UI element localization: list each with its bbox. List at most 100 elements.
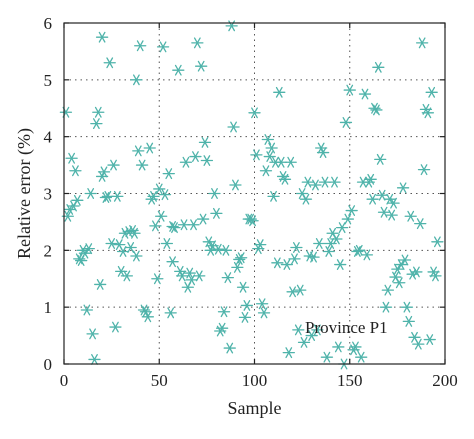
data-point-stroke — [420, 164, 428, 176]
data-point — [358, 88, 372, 100]
data-point — [156, 41, 170, 53]
data-point — [255, 298, 269, 310]
data-point — [261, 134, 274, 145]
data-point — [120, 270, 134, 282]
data-point-stroke — [239, 281, 247, 293]
data-point — [332, 341, 345, 353]
x-tick-label: 50 — [151, 371, 168, 390]
data-point-stroke — [91, 354, 98, 365]
data-point-stroke — [432, 270, 439, 282]
data-point-stroke — [197, 60, 205, 72]
data-point — [423, 334, 436, 345]
data-point-stroke — [361, 88, 369, 100]
data-point — [292, 324, 305, 336]
data-point — [425, 86, 438, 98]
x-tick-label: 150 — [337, 371, 363, 390]
data-point — [290, 242, 303, 253]
data-point-stroke — [218, 322, 226, 334]
data-point — [374, 153, 387, 165]
x-tick-label: 0 — [60, 371, 69, 390]
data-point-stroke — [300, 336, 308, 348]
data-point — [134, 40, 147, 52]
data-point-stroke — [346, 84, 354, 96]
data-point-stroke — [355, 244, 363, 256]
data-point — [137, 304, 151, 316]
data-point — [271, 257, 284, 269]
data-point — [391, 263, 404, 275]
data-point — [379, 301, 393, 313]
data-point — [210, 207, 223, 219]
data-point — [166, 221, 179, 232]
data-point — [181, 281, 194, 293]
data-point-stroke — [409, 268, 417, 280]
data-point-stroke — [407, 210, 415, 222]
data-point-stroke — [302, 193, 310, 205]
data-point-stroke — [199, 213, 207, 225]
data-point-stroke — [256, 239, 264, 251]
data-point — [299, 193, 313, 205]
data-point-stroke — [89, 328, 96, 340]
data-point — [284, 156, 297, 168]
data-point — [412, 338, 425, 350]
data-point — [311, 324, 324, 336]
data-point — [107, 159, 120, 171]
data-point-stroke — [378, 189, 386, 201]
data-point-stroke — [382, 301, 390, 313]
data-point — [273, 86, 286, 98]
data-point-stroke — [329, 227, 337, 239]
data-point — [351, 246, 364, 257]
data-point — [80, 304, 94, 316]
data-point-stroke — [325, 246, 333, 257]
data-point — [334, 259, 347, 270]
y-axis-label: Relative error (%) — [14, 128, 35, 259]
data-point-stroke — [94, 106, 102, 118]
data-point — [94, 278, 107, 290]
data-point-stroke — [321, 176, 329, 188]
data-point — [149, 220, 162, 232]
data-point-stroke — [195, 270, 203, 282]
data-point — [109, 321, 122, 333]
x-tick-label: 100 — [242, 371, 268, 390]
data-point-stroke — [167, 307, 175, 319]
data-point-stroke — [338, 222, 346, 234]
data-point — [244, 213, 257, 225]
data-point-stroke — [428, 86, 436, 98]
data-point-stroke — [132, 74, 140, 86]
data-point — [172, 64, 185, 76]
data-point — [196, 213, 210, 225]
data-point-stroke — [81, 247, 89, 259]
x-tick-label: 200 — [432, 371, 458, 390]
data-point — [320, 351, 334, 363]
data-point — [130, 74, 143, 86]
y-tick-label: 2 — [44, 241, 53, 260]
data-point-stroke — [348, 205, 356, 216]
data-point-stroke — [192, 151, 199, 162]
data-point-stroke — [353, 246, 361, 257]
data-point — [345, 205, 358, 216]
data-point-stroke — [222, 244, 230, 256]
data-point-stroke — [411, 331, 418, 343]
data-point — [219, 244, 233, 256]
data-point-stroke — [188, 274, 196, 286]
data-point — [280, 259, 294, 270]
data-point — [421, 107, 435, 119]
data-point — [166, 256, 179, 268]
data-point-stroke — [96, 278, 104, 290]
data-point-stroke — [171, 222, 178, 234]
data-point — [193, 270, 206, 282]
data-point — [86, 328, 99, 340]
data-point — [353, 244, 366, 256]
data-point-stroke — [395, 277, 403, 289]
data-point — [307, 251, 320, 263]
data-point-stroke — [388, 209, 396, 221]
data-point-stroke — [291, 253, 298, 265]
data-point-stroke — [68, 152, 76, 164]
data-point-stroke — [413, 266, 420, 278]
data-point-stroke — [112, 321, 119, 333]
data-point — [84, 188, 97, 199]
data-point-stroke — [140, 304, 148, 316]
data-point — [82, 243, 95, 255]
data-point — [267, 190, 280, 202]
data-point — [431, 236, 444, 248]
